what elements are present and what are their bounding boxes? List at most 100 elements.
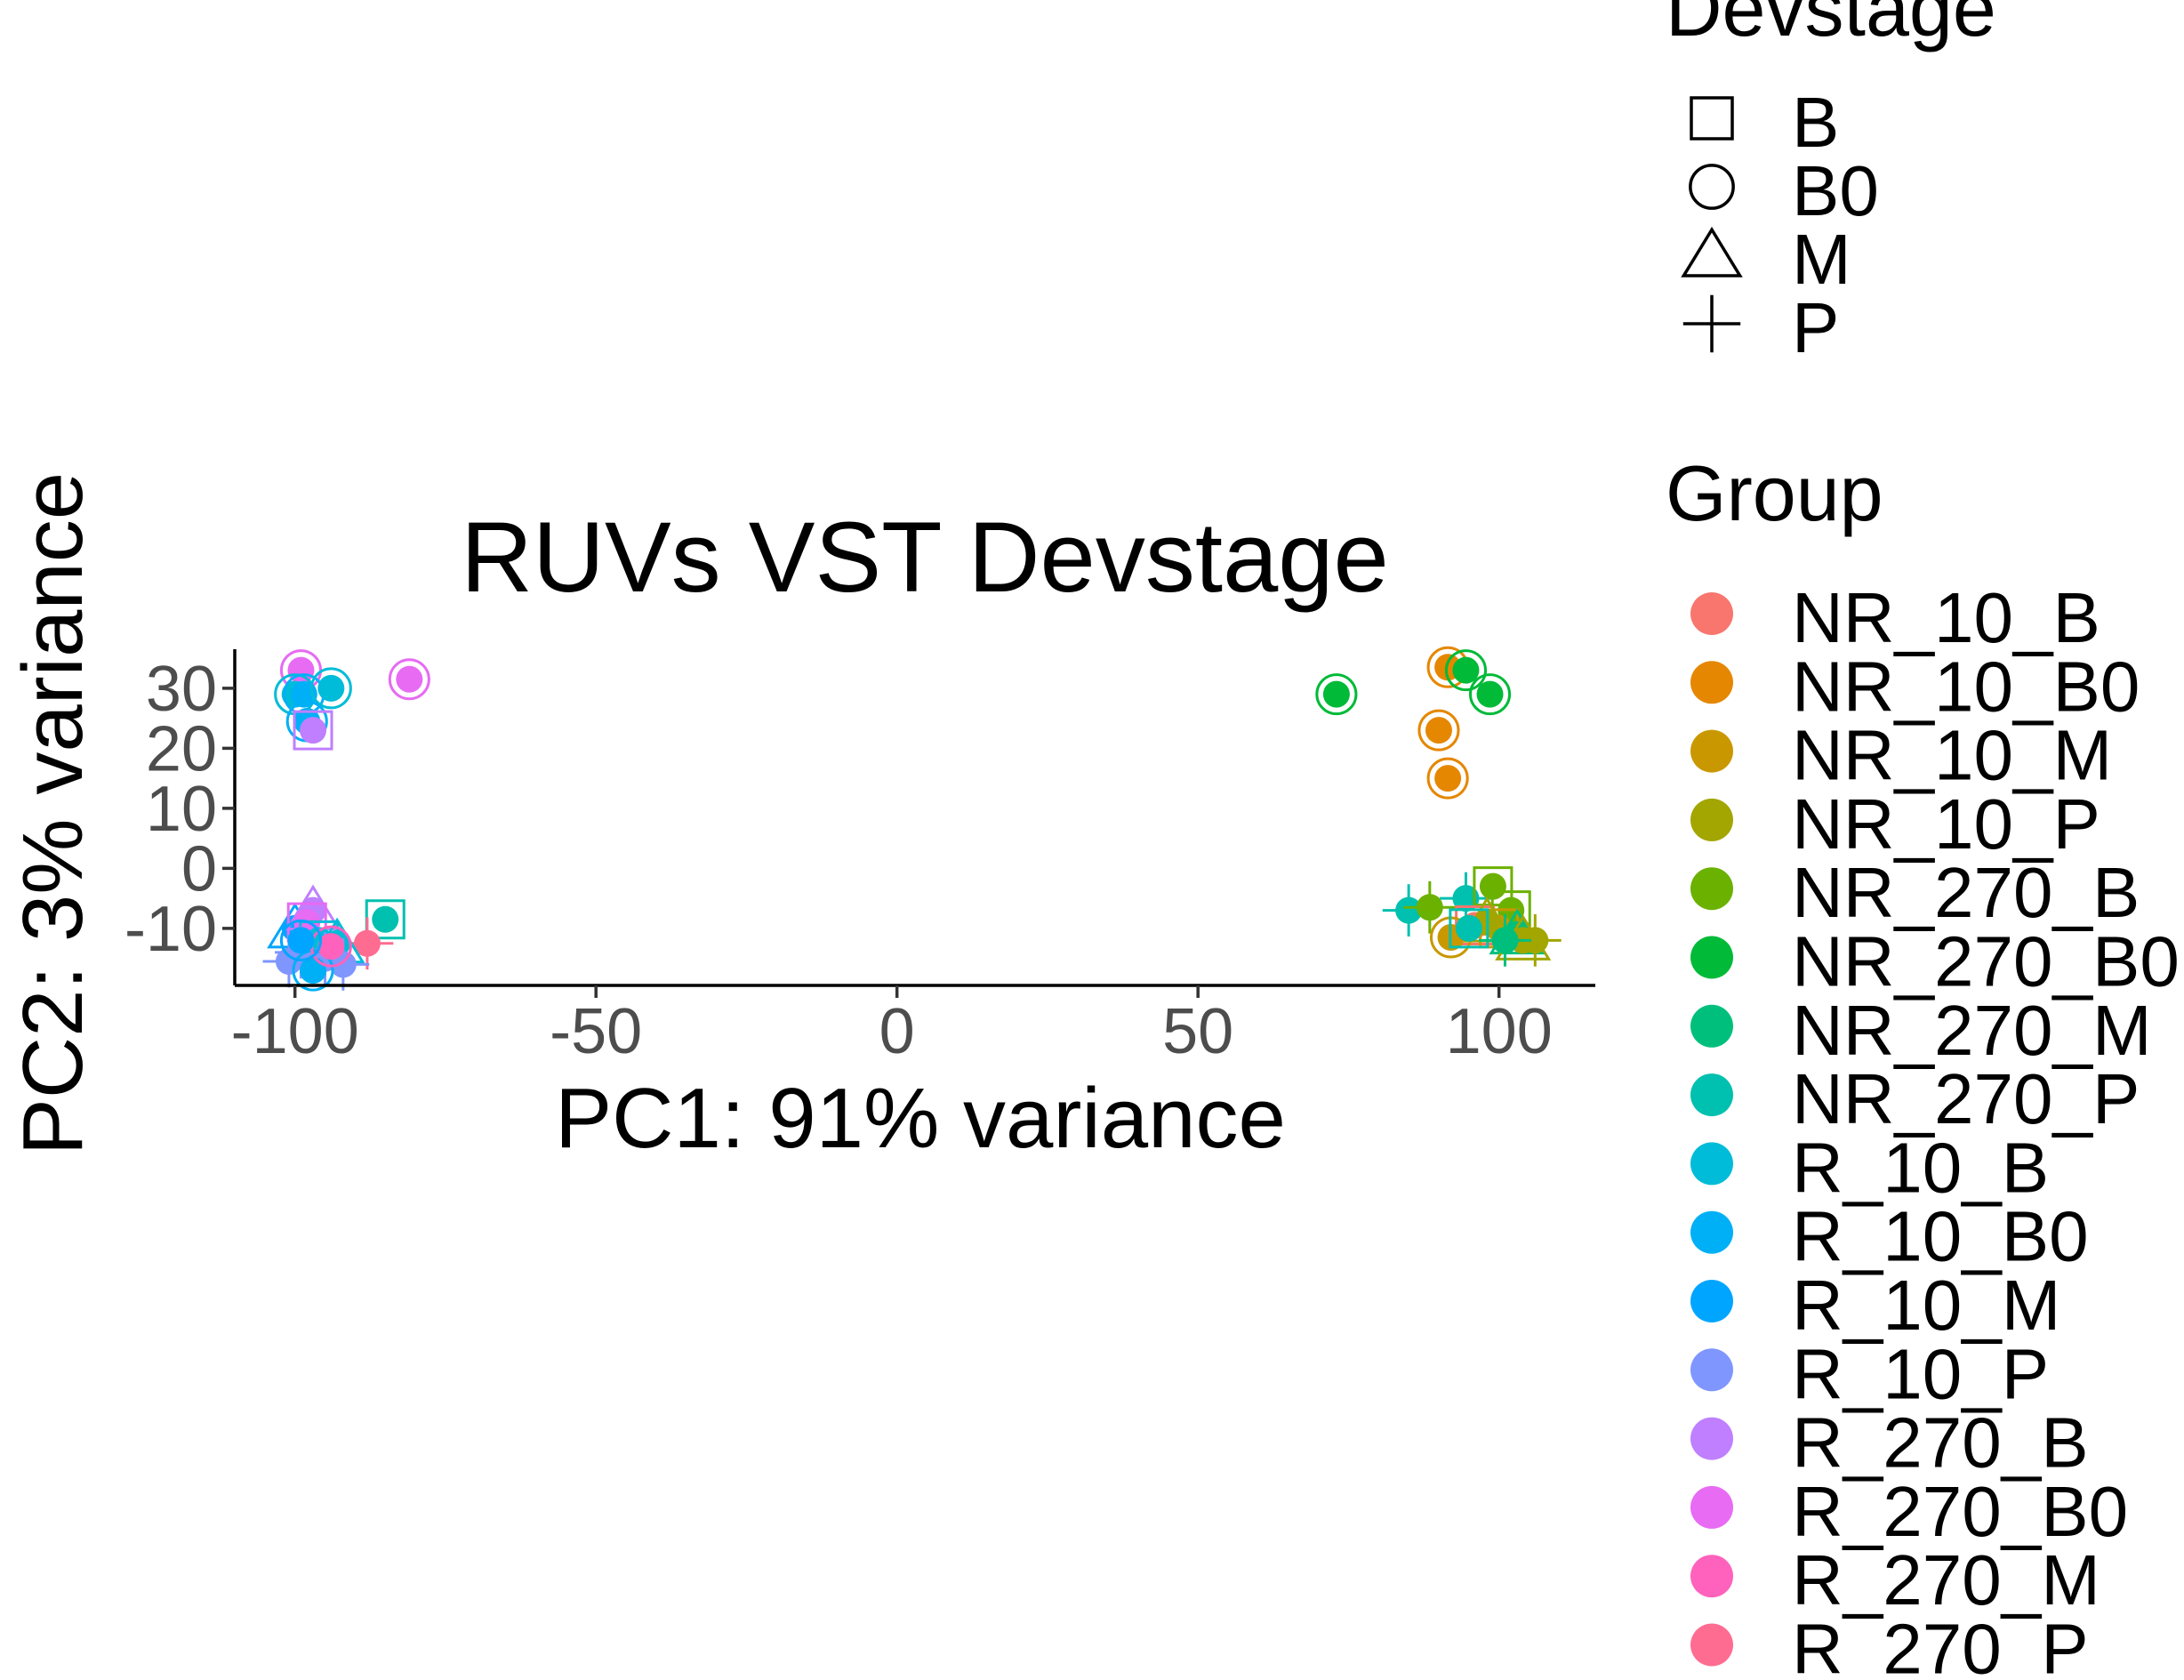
legend-color-swatch <box>1690 1555 1733 1598</box>
x-ticks: -100 -50 0 50 100 <box>231 985 1553 1067</box>
y-tick-label: -10 <box>124 894 217 965</box>
legend-color-swatch <box>1690 1485 1733 1529</box>
data-point <box>1444 649 1487 692</box>
color-legend-label: NR_270_P <box>1792 1059 2140 1138</box>
data-point-dot <box>1452 656 1480 684</box>
data-point-dot <box>1425 717 1452 744</box>
data-point-dot <box>300 717 327 744</box>
shape-legend-label: B <box>1792 83 1839 162</box>
plot-area <box>262 646 1562 992</box>
data-point-dot <box>1476 680 1504 708</box>
data-point-dot <box>317 933 345 961</box>
legend-color-swatch <box>1690 729 1733 773</box>
data-point-marker <box>1403 880 1457 934</box>
data-point <box>293 710 333 751</box>
data-point-dot <box>317 674 345 702</box>
data-point-dot <box>287 927 315 954</box>
color-legend-label: R_270_M <box>1792 1540 2100 1620</box>
color-legend-label: R_270_B <box>1792 1403 2089 1483</box>
legend-color-swatch <box>1690 867 1733 911</box>
data-point <box>1315 673 1358 716</box>
data-point-dot <box>1434 765 1462 792</box>
data-point <box>1449 908 1489 949</box>
color-legend-label: R_270_B0 <box>1792 1472 2128 1551</box>
y-tick-label: 0 <box>181 833 217 904</box>
data-point <box>309 667 352 710</box>
legend-color-swatch <box>1690 1417 1733 1460</box>
legend-square-icon <box>1690 96 1734 141</box>
x-tick-label: -100 <box>231 996 359 1067</box>
legend-color-swatch <box>1690 592 1733 635</box>
data-point-marker <box>1444 649 1487 692</box>
color-legend-label: R_10_P <box>1792 1334 2049 1413</box>
y-axis-label: PC2: 3% variance <box>5 472 100 1155</box>
legend-color-swatch <box>1690 1142 1733 1186</box>
data-point-marker <box>1417 709 1460 752</box>
y-tick-label: 10 <box>146 774 217 845</box>
color-legend: Group NR_10_BNR_10_B0NR_10_MNR_10_PNR_27… <box>1666 449 2180 1680</box>
data-point-marker <box>388 658 430 701</box>
axes <box>233 649 1595 987</box>
color-legend-label: R_10_M <box>1792 1266 2060 1345</box>
data-point-marker <box>309 667 352 710</box>
legend-color-swatch <box>1690 798 1733 841</box>
data-point-dot <box>1455 914 1482 942</box>
color-legend-label: NR_10_B <box>1792 578 2100 657</box>
data-point-dot <box>396 665 423 693</box>
x-tick-label: 100 <box>1446 996 1553 1067</box>
color-legend-label: NR_10_M <box>1792 716 2112 795</box>
color-legend-label: NR_270_B <box>1792 853 2140 932</box>
data-point-marker <box>279 919 323 961</box>
data-point-marker <box>1468 673 1512 716</box>
y-tick-label: 20 <box>146 713 217 784</box>
x-tick-label: -50 <box>550 996 642 1067</box>
data-point <box>1468 673 1512 716</box>
color-legend-label: R_270_P <box>1792 1610 2089 1680</box>
legend-circle-icon <box>1689 164 1735 210</box>
shape-legend-label: B0 <box>1792 151 1879 230</box>
data-point <box>1382 884 1435 937</box>
x-tick-label: 0 <box>879 996 915 1067</box>
data-point <box>1479 913 1531 967</box>
data-point-marker <box>1426 757 1469 800</box>
legend-color-swatch <box>1690 661 1733 704</box>
x-tick-label: 50 <box>1162 996 1233 1067</box>
legend-color-swatch <box>1690 1623 1733 1667</box>
data-point <box>1426 757 1469 800</box>
shape-legend-label: M <box>1792 220 1851 299</box>
legend-color-swatch <box>1690 1210 1733 1254</box>
data-point-marker <box>1479 913 1531 967</box>
x-axis-label: PC1: 91% variance <box>555 1071 1286 1166</box>
color-legend-title: Group <box>1666 449 1883 537</box>
data-point-dot <box>372 905 399 933</box>
data-point-marker <box>293 710 333 751</box>
color-legend-label: R_10_B0 <box>1792 1197 2089 1276</box>
data-point <box>388 658 430 701</box>
color-legend-label: NR_270_M <box>1792 991 2152 1070</box>
chart-title: RUVs VST Devstage <box>461 502 1389 613</box>
data-point <box>341 917 394 970</box>
color-legend-label: NR_10_P <box>1792 784 2100 864</box>
color-legend-label: NR_270_B0 <box>1792 922 2180 1001</box>
y-tick-label: 30 <box>146 654 217 725</box>
data-point <box>279 919 323 961</box>
legend-color-swatch <box>1690 1004 1733 1048</box>
legend-cross-icon <box>1682 294 1741 353</box>
data-point-dot <box>1322 680 1350 708</box>
legend-color-swatch <box>1690 936 1733 979</box>
legend-color-swatch <box>1690 1348 1733 1392</box>
color-legend-label: R_10_B <box>1792 1128 2049 1207</box>
data-point-marker <box>1449 908 1489 949</box>
data-point <box>1417 709 1460 752</box>
legend-triangle-icon <box>1681 226 1743 277</box>
shape-legend-label: P <box>1792 288 1839 367</box>
shape-legend-title: Devstage <box>1666 0 1996 52</box>
data-point-marker <box>1315 673 1358 716</box>
data-point <box>1403 880 1457 934</box>
legend-color-swatch <box>1690 1280 1733 1322</box>
legend-color-swatch <box>1690 1073 1733 1117</box>
color-legend-label: NR_10_B0 <box>1792 647 2140 726</box>
